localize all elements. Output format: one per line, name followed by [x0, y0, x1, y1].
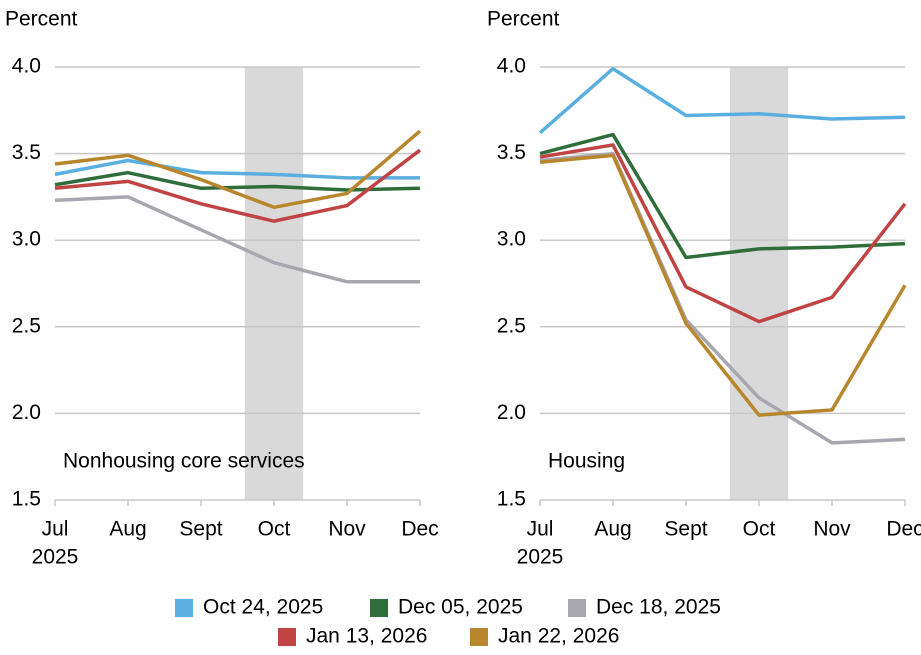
- legend-swatch: [278, 628, 296, 646]
- x-tick-label: Nov: [813, 518, 851, 541]
- series-line: [539, 151, 906, 445]
- x-tick-label: Oct: [258, 518, 291, 541]
- legend-swatch: [370, 599, 388, 617]
- x-tick-label: Dec: [886, 518, 921, 541]
- y-tick-label: 2.5: [12, 314, 41, 337]
- legend-label: Dec 18, 2025: [596, 596, 721, 619]
- highlight-band: [729, 67, 789, 500]
- y-tick-label: 1.5: [12, 488, 41, 511]
- legend-label: Dec 05, 2025: [398, 596, 523, 619]
- series-line: [539, 153, 907, 417]
- series-line: [538, 66, 906, 135]
- series-line: [54, 148, 422, 223]
- x-tick-label: Aug: [594, 518, 631, 541]
- x-tick-label: Jul: [527, 518, 554, 541]
- series-line: [539, 143, 907, 324]
- annotation: Housing: [548, 450, 625, 473]
- legend-label: Oct 24, 2025: [203, 596, 323, 619]
- y-axis-label: Percent: [5, 8, 78, 31]
- annotation: Nonhousing core services: [63, 450, 305, 473]
- x-sublabel: 2025: [517, 546, 564, 569]
- x-tick-label: Aug: [109, 518, 146, 541]
- highlight-band: [244, 67, 304, 500]
- y-tick-label: 1.5: [497, 488, 526, 511]
- y-tick-label: 2.0: [497, 401, 526, 424]
- series-line: [54, 195, 420, 284]
- legend-swatch: [568, 599, 586, 617]
- x-tick-label: Dec: [401, 518, 438, 541]
- x-tick-label: Oct: [743, 518, 776, 541]
- y-tick-label: 2.0: [12, 401, 41, 424]
- legend-swatch: [175, 599, 193, 617]
- legend-label: Jan 22, 2026: [498, 625, 619, 648]
- y-tick-label: 3.5: [12, 141, 41, 164]
- series-line: [54, 158, 420, 180]
- y-tick-label: 3.5: [497, 141, 526, 164]
- series-line: [54, 170, 421, 192]
- y-tick-label: 4.0: [497, 55, 526, 78]
- y-tick-label: 3.0: [12, 228, 41, 251]
- x-tick-label: Nov: [328, 518, 366, 541]
- y-axis-label: Percent: [487, 8, 560, 31]
- x-tick-label: Sept: [179, 518, 222, 541]
- series-line: [54, 129, 422, 210]
- y-tick-label: 4.0: [12, 55, 41, 78]
- series-line: [539, 132, 906, 260]
- legend-label: Jan 13, 2026: [306, 625, 427, 648]
- x-sublabel: 2025: [32, 546, 79, 569]
- legend-swatch: [470, 628, 488, 646]
- x-tick-label: Sept: [664, 518, 707, 541]
- y-tick-label: 2.5: [497, 314, 526, 337]
- y-tick-label: 3.0: [497, 228, 526, 251]
- x-tick-label: Jul: [42, 518, 69, 541]
